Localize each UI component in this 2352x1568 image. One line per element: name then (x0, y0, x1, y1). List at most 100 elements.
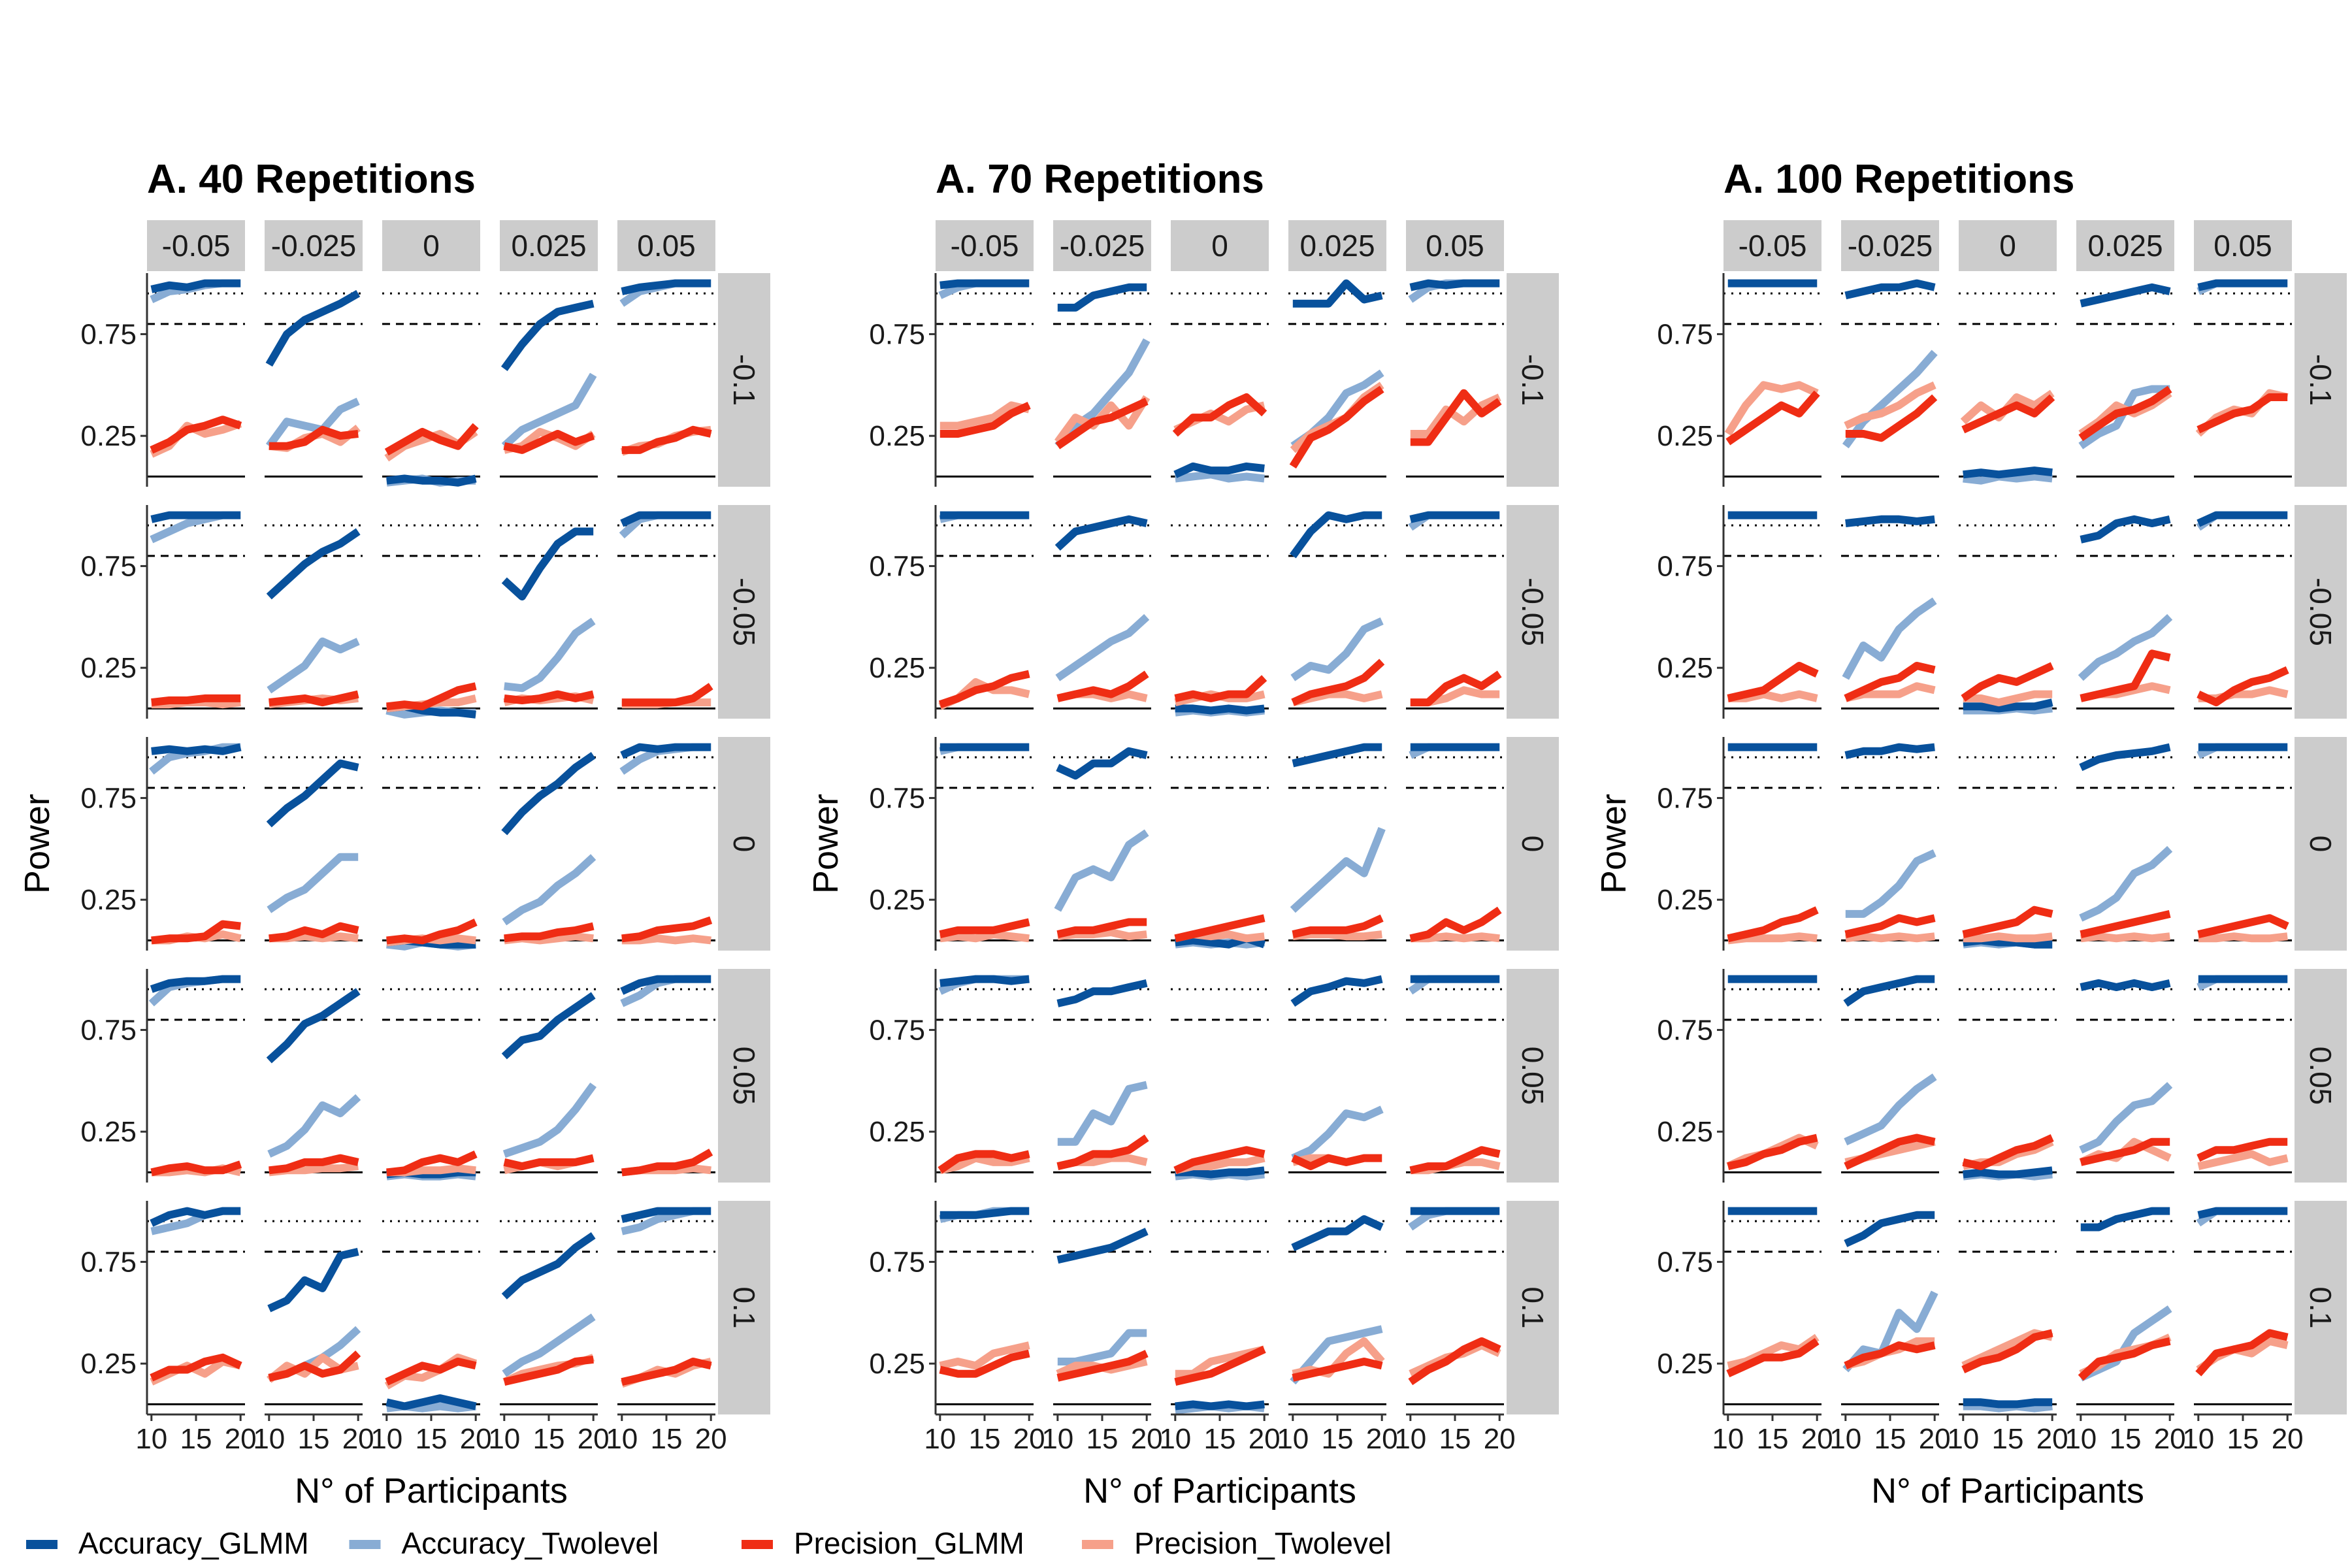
facet-panel: 10 15 20 (2065, 1207, 2186, 1455)
series-line-accuracy-glmm (1175, 1400, 1265, 1411)
series-line-precision-glmm (1962, 906, 2053, 938)
facet-panel (2076, 515, 2174, 710)
x-tick-label: 20 (342, 1423, 374, 1455)
series-line-precision-glmm (504, 690, 595, 704)
series-line-precision-glmm (1408, 1337, 1501, 1386)
series-line-precision-glmm (2197, 1137, 2288, 1162)
facet-panel (1841, 515, 1939, 710)
facet-panel: 10 15 20 (1947, 1220, 2068, 1455)
row-strip (2295, 505, 2347, 719)
series-line-accuracy-glmm (1289, 511, 1382, 559)
series-line-precision-glmm (268, 1350, 361, 1382)
series-line-precision-glmm (1292, 914, 1384, 938)
y-tick-label: 0.75 (80, 1014, 137, 1046)
series-line-accuracy-glmm (501, 527, 594, 601)
series-line-accuracy-glmm (501, 992, 596, 1060)
facet-panel (1288, 511, 1386, 710)
chart-block-2: A. 70 Repetitions -0.05 -0.025 0 0.025 0.05 -0… (806, 157, 1559, 1511)
facet-panel (500, 752, 598, 945)
series-line-precision-twolevel (2080, 932, 2170, 943)
series-line-precision-glmm (269, 690, 359, 707)
y-tick-label: 0.75 (1657, 1246, 1713, 1278)
series-line-accuracy-glmm (266, 759, 359, 828)
y-tick-label: 0.25 (869, 1116, 925, 1148)
facet-panel: 10 15 20 (1159, 1220, 1281, 1455)
y-tick-label: 0.25 (1657, 652, 1713, 684)
facet-panel (1171, 292, 1269, 483)
series-line-accuracy-glmm (939, 1207, 1030, 1219)
y-tick-label: 0.25 (80, 1348, 137, 1380)
row-strip-label: 0.1 (2304, 1287, 2338, 1329)
col-strip (1288, 220, 1386, 271)
series-line-precision-glmm (269, 1154, 359, 1175)
col-strip-label: 0 (1211, 229, 1228, 263)
legend-label: Accuracy_Twolevel (402, 1526, 659, 1560)
y-tick-label: 0.25 (869, 420, 925, 452)
series-line-precision-glmm (2080, 910, 2171, 938)
col-strip (1053, 220, 1151, 271)
y-tick-label: 0.75 (869, 550, 925, 582)
x-tick-label: 15 (2110, 1423, 2142, 1455)
series-line-precision-glmm (1844, 662, 1936, 702)
x-tick-label: 20 (1801, 1423, 1833, 1455)
series-line-accuracy-glmm (150, 511, 241, 523)
facet-panel: 0.25 0.75 (1657, 969, 1821, 1183)
series-line-precision-glmm (1172, 393, 1267, 437)
facet-panel: 10 15 20 (1041, 1220, 1163, 1455)
col-strip-label: 0.025 (2087, 229, 2163, 263)
col-strip-label: -0.05 (1739, 229, 1807, 263)
series-line-accuracy-glmm (1056, 979, 1148, 1007)
series-line-precision-glmm (2195, 1329, 2289, 1377)
series-line-precision-twolevel (1963, 690, 2053, 707)
facet-panel (265, 524, 363, 710)
facet-panel: 0.25 0.75 (80, 969, 245, 1183)
series-line-accuracy-glmm (1844, 743, 1935, 759)
series-line-precision-glmm (150, 416, 242, 454)
facet-panel: 0.25 0.75 (869, 273, 1034, 487)
series-line-accuracy-glmm (385, 1394, 477, 1411)
series-line-accuracy-twolevel (1844, 1073, 1937, 1146)
series-line-accuracy-glmm (1845, 515, 1935, 527)
row-strip-label: 0 (727, 836, 761, 853)
series-line-accuracy-glmm (267, 1248, 359, 1313)
facet-panel (1959, 524, 2057, 715)
facet-panel: 0.25 0.75 10 15 20 (80, 1201, 257, 1455)
row-strip (718, 505, 770, 719)
col-strip-label: 0.025 (1299, 229, 1375, 263)
col-strip (2194, 220, 2292, 271)
facet-panel: 0.25 0.75 10 15 20 (1657, 1201, 1833, 1455)
row-strip (718, 737, 770, 951)
facet-panel (382, 524, 480, 719)
series-line-precision-glmm (1056, 918, 1147, 938)
facet-panel (1959, 756, 2057, 949)
series-line-accuracy-glmm (1963, 1398, 2053, 1409)
series-line-accuracy-twolevel (1057, 1329, 1147, 1365)
x-tick-label: 10 (1947, 1423, 1979, 1455)
series-line-accuracy-twolevel (504, 617, 596, 693)
x-tick-label: 10 (1041, 1423, 1073, 1455)
col-strip-label: -0.05 (162, 229, 231, 263)
series-line-precision-glmm (1409, 1146, 1501, 1175)
row-strip (1507, 505, 1559, 719)
row-strip-label: 0.05 (2304, 1047, 2338, 1105)
x-tick-label: 15 (1439, 1423, 1471, 1455)
y-tick-label: 0.25 (80, 420, 137, 452)
y-tick-label: 0.75 (1657, 318, 1713, 350)
series-line-accuracy-twolevel (2079, 845, 2173, 922)
series-line-precision-glmm (621, 683, 713, 707)
series-line-accuracy-twolevel (1842, 350, 1938, 449)
facet-panel: 0.25 0.75 (1657, 273, 1821, 487)
series-line-accuracy-glmm (1291, 1215, 1384, 1252)
y-tick-label: 0.25 (80, 652, 137, 684)
row-strip-label: -0.05 (1516, 578, 1550, 646)
row-strip (1507, 737, 1559, 951)
x-tick-label: 20 (225, 1423, 257, 1455)
series-line-precision-twolevel (1054, 395, 1151, 445)
series-line-precision-glmm (386, 682, 477, 711)
facet-panel: 0.25 0.75 (869, 969, 1034, 1183)
x-tick-label: 20 (2272, 1423, 2304, 1455)
row-strip (2295, 969, 2347, 1183)
row-strip (2295, 273, 2347, 487)
series-line-precision-glmm (503, 1355, 594, 1386)
